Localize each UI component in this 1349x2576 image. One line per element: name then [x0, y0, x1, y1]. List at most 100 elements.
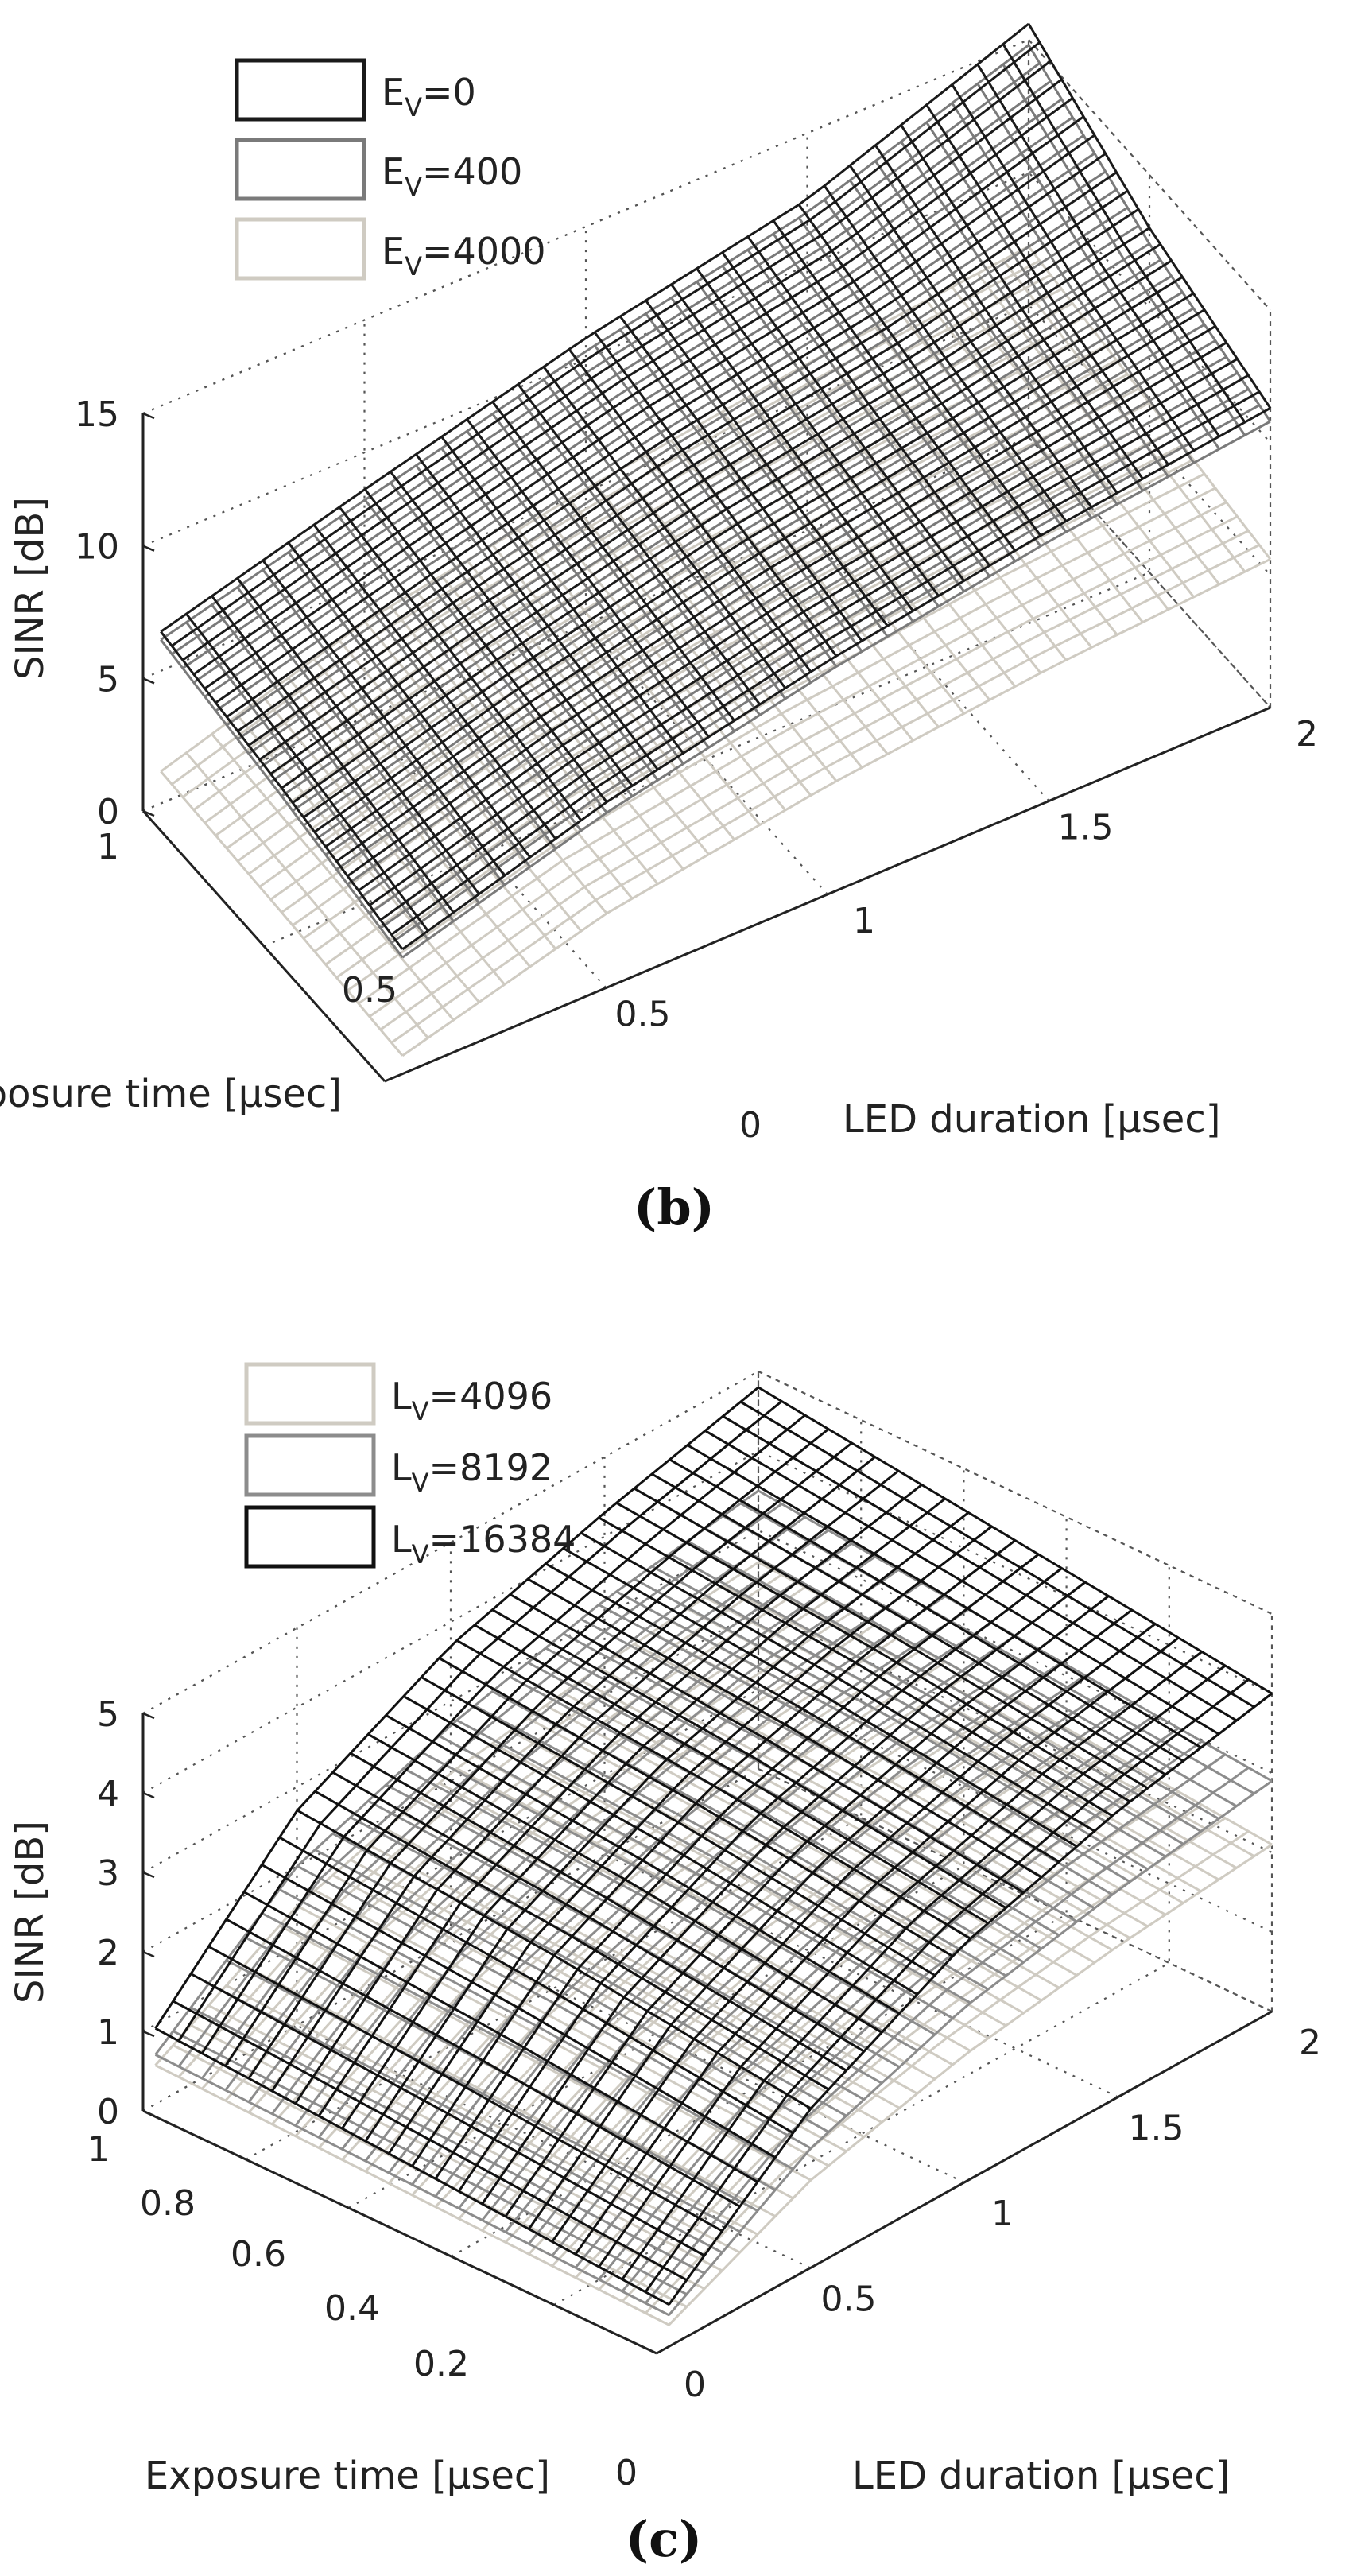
surface-3	[160, 245, 1272, 1057]
surface-mesh-line	[848, 179, 1093, 519]
z-tick-mark	[142, 1871, 155, 1879]
surface-mesh-line	[466, 418, 710, 738]
surface-mesh-line	[517, 529, 761, 826]
z-tick-mark	[142, 1712, 155, 1720]
surface-mesh-line	[593, 344, 838, 668]
x-tick-label: 0.8	[140, 2183, 196, 2224]
surface-mesh-line	[772, 233, 1017, 562]
panel-caption: (b)	[634, 1178, 715, 1236]
surface-mesh-line	[154, 2054, 670, 2317]
surface-mesh-line	[338, 639, 583, 933]
surface-mesh-line	[593, 332, 838, 657]
x-tick-label: 0	[615, 2453, 638, 2493]
surface-mesh-line	[491, 413, 735, 732]
surface-mesh-line	[287, 551, 531, 868]
surface-mesh-line	[491, 1742, 1007, 2027]
axes	[141, 1713, 1273, 2355]
surface-mesh-line	[278, 1836, 794, 2134]
z-tick-label: 4	[97, 1774, 119, 1814]
y-tick-label: 0	[684, 2365, 706, 2405]
surface-mesh-line	[951, 83, 1195, 452]
surface-mesh-line	[670, 283, 914, 612]
surface-mesh-line	[721, 251, 965, 582]
surface-mesh-line	[772, 219, 1017, 552]
surface-mesh-line	[615, 1590, 1131, 1884]
x-tick-label: 0	[739, 1105, 762, 1146]
surface-mesh-line	[185, 751, 429, 1039]
z-tick-label: 5	[97, 1694, 119, 1735]
surface-mesh-line	[823, 184, 1068, 522]
surface-mesh-line	[173, 2000, 688, 2282]
surface-mesh-line	[823, 199, 1068, 533]
surface-mesh-line	[390, 482, 634, 797]
surface-mesh-line	[651, 1472, 1166, 1776]
surface-mesh-line	[874, 144, 1118, 494]
y-ticks: 0.5 1 1.5 2	[615, 714, 1318, 1035]
surface-mesh-line	[236, 577, 480, 895]
z-tick-mark	[142, 1950, 155, 1958]
surface-mesh-line	[211, 595, 455, 914]
x-tick-label: 0.2	[413, 2344, 469, 2384]
surface-mesh-line	[190, 2006, 705, 2275]
surface-mesh-line	[900, 141, 1144, 491]
surface-mesh-line	[900, 124, 1144, 480]
z-axis-label: SINR [dB]	[8, 497, 52, 680]
surface-mesh-line	[618, 316, 863, 642]
surface-mesh-line	[312, 533, 557, 850]
y-tick-label: 2	[1296, 714, 1318, 755]
surface-mesh-line	[925, 122, 1169, 478]
surface-mesh-line	[509, 1675, 1025, 1964]
legend-label: LV=16384	[391, 1518, 576, 1569]
legend-swatch	[235, 138, 366, 201]
surface-mesh-line	[190, 1973, 705, 2257]
surface-mesh-line	[580, 1531, 1095, 1833]
surface-mesh-line	[243, 1891, 758, 2183]
legend-swatch	[235, 217, 366, 281]
surface-mesh-line	[154, 2064, 670, 2326]
surface-mesh-line	[545, 1704, 1060, 1989]
z-tick-mark	[142, 545, 155, 552]
z-tick-mark	[142, 677, 155, 685]
surface-mesh-line	[925, 103, 1169, 466]
surface-mesh-line	[574, 1790, 1180, 2279]
surface-mesh-line	[314, 1790, 830, 2091]
surface-mesh-line	[517, 383, 761, 705]
surface-mesh-line	[338, 506, 583, 821]
x-axis-label: Exposure time [μsec]	[145, 2454, 550, 2498]
z-tick-mark	[142, 2030, 155, 2038]
y-axis-line	[384, 706, 1271, 1083]
surface-mesh-line	[568, 498, 812, 797]
panel-caption: (c)	[626, 2510, 702, 2568]
surface-mesh-line	[704, 1430, 1219, 1736]
surface-mesh-line	[297, 1809, 812, 2110]
z-grid-line	[142, 171, 1271, 547]
surface-mesh-line	[568, 361, 812, 684]
surface-mesh-line	[173, 2030, 688, 2295]
surface-mesh-line	[331, 1771, 847, 2072]
z-grid-line	[142, 303, 1271, 680]
surface-mesh-line	[211, 603, 455, 922]
surface-mesh-line	[154, 2027, 670, 2306]
z-tick-label: 15	[75, 394, 119, 435]
surface-mesh-line	[367, 1843, 882, 2124]
surface-mesh-line	[542, 366, 787, 689]
surface-mesh-line	[704, 1527, 1219, 1820]
surface-mesh-line	[669, 1458, 1184, 1763]
surface-mesh-line	[696, 267, 940, 597]
surface-mesh-line	[509, 1593, 1025, 1894]
legend-swatch	[244, 1433, 376, 1497]
surface-mesh-line	[385, 1783, 901, 2069]
surface-mesh-line	[421, 1751, 936, 2036]
z-axis-label: SINR [dB]	[8, 1821, 52, 2004]
x-axis-label: Exposure time [μsec]	[0, 1072, 342, 1116]
x-tick-label: 0.6	[231, 2234, 286, 2275]
surface-mesh-line	[542, 378, 787, 700]
z-tick-label: 3	[97, 1853, 119, 1894]
y-tick-label: 1.5	[1129, 2109, 1184, 2149]
surface-mesh-line	[226, 1959, 741, 2233]
y-axis-label: LED duration [μsec]	[843, 1097, 1220, 1142]
z-tick-label: 0	[97, 792, 119, 832]
surface-mesh-line	[746, 249, 991, 577]
surface-mesh-line	[491, 401, 735, 722]
